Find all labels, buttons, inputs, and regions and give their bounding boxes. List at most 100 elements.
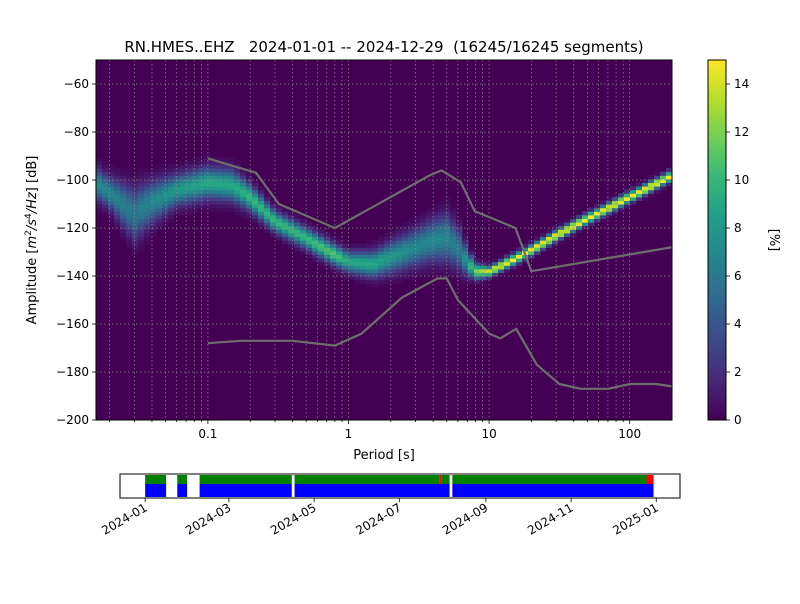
timeline-tick-label: 2024-05 (268, 500, 318, 537)
heatmap-cell (336, 258, 343, 263)
heatmap-cell (126, 171, 133, 176)
heatmap-cell (234, 160, 241, 165)
heatmap-cell (132, 218, 139, 223)
heatmap-cell (660, 175, 667, 180)
heatmap-cell (138, 193, 145, 198)
heatmap-cell (204, 193, 211, 198)
heatmap-cell (546, 247, 553, 252)
heatmap-cell (372, 261, 379, 266)
heatmap-cell (150, 229, 157, 234)
heatmap-cell (420, 211, 427, 216)
heatmap-cell (456, 258, 463, 263)
heatmap-cell (600, 211, 607, 216)
heatmap-cell (426, 214, 433, 219)
heatmap-cell (108, 168, 115, 173)
heatmap-cell (384, 240, 391, 245)
heatmap-cell (318, 261, 325, 266)
heatmap-cell (414, 243, 421, 248)
heatmap-cell (564, 229, 571, 234)
heatmap-cell (120, 196, 127, 201)
heatmap-cell (360, 279, 367, 284)
heatmap-cell (444, 243, 451, 248)
heatmap-cell (660, 182, 667, 187)
segment-bar (452, 484, 654, 497)
heatmap-cell (450, 211, 457, 216)
ppsd-plot: 0.1 1 10 100 −60 −80 −100 −120 −140 −160 −180 −200… (24, 59, 673, 463)
heatmap-cell (102, 178, 109, 183)
heatmap-cell (306, 254, 313, 259)
heatmap-cell (354, 250, 361, 255)
heatmap-cell (618, 204, 625, 209)
heatmap-cell (234, 175, 241, 180)
heatmap-cell (258, 189, 265, 194)
heatmap-cell (138, 240, 145, 245)
heatmap-cell (246, 178, 253, 183)
high-noise-model-line (207, 157, 672, 273)
heatmap-cell (396, 279, 403, 284)
heatmap-cell (414, 258, 421, 263)
heatmap-cell (156, 175, 163, 180)
heatmap-cell (444, 247, 451, 252)
heatmap-cell (186, 186, 193, 191)
heatmap-cell (402, 229, 409, 234)
heatmap-cell (216, 189, 223, 194)
heatmap-cell (156, 222, 163, 227)
heatmap-cell (354, 247, 361, 252)
heatmap-cell (294, 236, 301, 241)
heatmap-cell (270, 214, 277, 219)
heatmap-cell (426, 254, 433, 259)
heatmap-cell (504, 258, 511, 263)
heatmap-cell (492, 265, 499, 270)
heatmap-cell (222, 171, 229, 176)
heatmap-cell (270, 232, 277, 237)
heatmap-cell (654, 186, 661, 191)
heatmap-cell (342, 276, 349, 281)
heatmap-cell (366, 279, 373, 284)
heatmap-cell (462, 276, 469, 281)
heatmap-cell (348, 258, 355, 263)
heatmap-cell (372, 258, 379, 263)
heatmap-cell (138, 168, 145, 173)
heatmap-cell (426, 232, 433, 237)
heatmap-cell (336, 261, 343, 266)
heatmap-cell (522, 258, 529, 263)
heatmap-cell (378, 276, 385, 281)
heatmap-cell (492, 261, 499, 266)
heatmap-cell (120, 236, 127, 241)
heatmap-cell (234, 211, 241, 216)
y-tick-label: −80 (64, 125, 89, 139)
x-tick-label: 100 (618, 427, 641, 441)
heatmap-cell (618, 200, 625, 205)
heatmap-cell (372, 254, 379, 259)
heatmap-cell (588, 218, 595, 223)
heatmap-cell (378, 254, 385, 259)
heatmap-cell (420, 258, 427, 263)
heatmap-cell (420, 265, 427, 270)
heatmap-cell (330, 265, 337, 270)
heatmap-cell (96, 207, 103, 212)
heatmap-cell (558, 240, 565, 245)
heatmap-cell (258, 196, 265, 201)
heatmap-cell (132, 182, 139, 187)
heatmap-cell (396, 247, 403, 252)
heatmap-cell (126, 193, 133, 198)
heatmap-cell (438, 222, 445, 227)
heatmap-cell (366, 240, 373, 245)
heatmap-cell (336, 250, 343, 255)
heatmap-cell (144, 222, 151, 227)
heatmap-cell (192, 182, 199, 187)
heatmap-cell (108, 193, 115, 198)
heatmap-cell (354, 254, 361, 259)
heatmap-cell (264, 196, 271, 201)
heatmap-cell (432, 272, 439, 277)
heatmap-cell (408, 236, 415, 241)
heatmap-cell (576, 225, 583, 230)
heatmap-cell (246, 175, 253, 180)
heatmap-cell (180, 186, 187, 191)
heatmap-cell (96, 204, 103, 209)
x-tick-label: 0.1 (198, 427, 217, 441)
heatmap-cell (204, 182, 211, 187)
heatmap-cell (570, 229, 577, 234)
heatmap-cell (204, 189, 211, 194)
heatmap-cell (264, 218, 271, 223)
